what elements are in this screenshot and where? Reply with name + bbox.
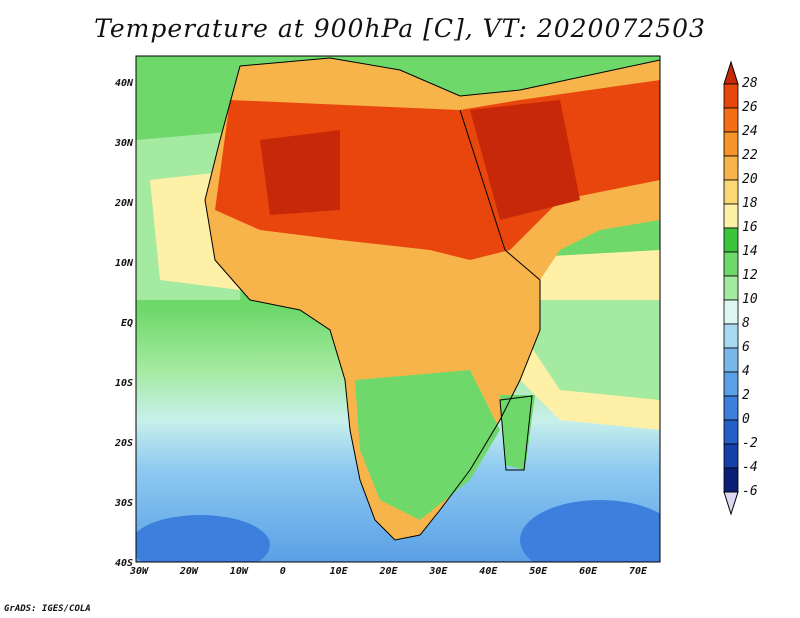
colorbar-tick-label: 0 — [742, 412, 750, 427]
colorbar-tick-label: 6 — [742, 340, 750, 355]
hot-core-sahara — [260, 130, 340, 215]
colorbar-tick-label: 2 — [742, 388, 750, 403]
lon-label-20e: 20E — [379, 566, 398, 577]
coastline — [204, 57, 660, 541]
colorbar-swatch — [723, 467, 739, 493]
colorbar-tick-label: 24 — [742, 124, 758, 139]
colorbar-swatch — [723, 395, 739, 421]
madagascar-outline — [499, 395, 533, 471]
lat-label-20n: 20N — [114, 198, 133, 209]
lat-label-10s: 10S — [114, 378, 133, 389]
lon-label-10e: 10E — [329, 566, 348, 577]
colorbar-swatch — [723, 251, 739, 277]
lat-label-40s: 40S — [114, 558, 133, 569]
field-layer — [136, 56, 660, 562]
colorbar-top-arrow — [723, 60, 739, 85]
colorbar-swatch — [723, 371, 739, 397]
lat-label-10n: 10N — [114, 258, 133, 269]
colorbar-swatch — [723, 203, 739, 229]
lon-label-30e: 30E — [429, 566, 448, 577]
colorbar-tick-label: 10 — [742, 292, 758, 307]
hot-core-arabia — [470, 100, 580, 220]
colorbar — [723, 60, 739, 516]
colorbar-tick-label: 4 — [742, 364, 750, 379]
colorbar-swatch — [723, 323, 739, 349]
lon-label-10w: 10W — [229, 566, 248, 577]
colorbar-swatch — [723, 275, 739, 301]
lon-label-20w: 20W — [179, 566, 198, 577]
plot-frame — [135, 55, 661, 563]
lon-label-70e: 70E — [629, 566, 648, 577]
lon-label-40e: 40E — [479, 566, 498, 577]
cold-pool-east — [520, 500, 660, 562]
colorbar-tick-label: 12 — [742, 268, 758, 283]
footer-credit: GrADS: IGES/COLA — [4, 604, 91, 614]
lon-label-0: 0 — [279, 566, 286, 577]
colorbar-swatch — [723, 155, 739, 181]
colorbar-tick-label: 28 — [742, 76, 758, 91]
colorbar-bottom-arrow — [723, 491, 739, 516]
cold-pool-west — [136, 515, 270, 562]
lat-label-20s: 20S — [114, 438, 133, 449]
lat-label-30s: 30S — [114, 498, 133, 509]
colorbar-tick-label: 20 — [742, 172, 758, 187]
lon-label-50e: 50E — [529, 566, 548, 577]
colorbar-swatch — [723, 443, 739, 469]
colorbar-tick-label: -2 — [742, 436, 758, 451]
colorbar-swatch — [723, 227, 739, 253]
lon-label-30w: 30W — [130, 566, 149, 577]
colorbar-tick-label: -4 — [742, 460, 758, 475]
colorbar-tick-label: 8 — [742, 316, 750, 331]
colorbar-tick-label: 16 — [742, 220, 758, 235]
colorbar-tick-label: -6 — [742, 484, 758, 499]
colorbar-swatch — [723, 419, 739, 445]
colorbar-swatch — [723, 179, 739, 205]
lat-label-40n: 40N — [114, 78, 133, 89]
colorbar-tick-label: 18 — [742, 196, 758, 211]
colorbar-swatch — [723, 347, 739, 373]
colorbar-tick-label: 22 — [742, 148, 758, 163]
colorbar-swatch — [723, 299, 739, 325]
colorbar-tick-label: 14 — [742, 244, 758, 259]
lon-label-60e: 60E — [579, 566, 598, 577]
colorbar-swatch — [723, 83, 739, 109]
southern-africa-cool — [355, 370, 500, 520]
lat-label-eq: EQ — [120, 318, 133, 329]
colorbar-swatch — [723, 131, 739, 157]
chart-title: Temperature at 900hPa [C], VT: 202007250… — [94, 14, 706, 43]
colorbar-tick-label: 26 — [742, 100, 758, 115]
lat-label-30n: 30N — [114, 138, 133, 149]
colorbar-swatch — [723, 107, 739, 133]
